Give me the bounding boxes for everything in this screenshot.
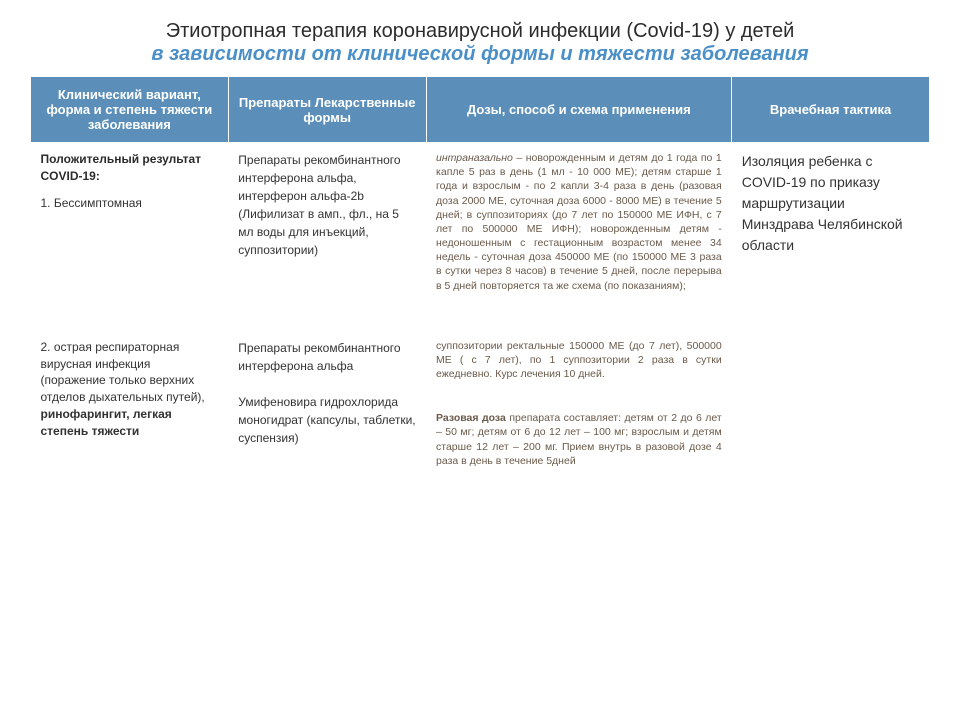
table-row: 2. острая респираторная вирусная инфекци… [31, 319, 930, 494]
cell-variant-2: 2. острая респираторная вирусная инфекци… [31, 319, 229, 494]
therapy-table: Клинический вариант, форма и степень тяж… [30, 76, 930, 494]
variant-header: Положительный результат COVID-19: [41, 151, 219, 185]
cell-tactics-2 [732, 319, 930, 494]
dose-text-1: интраназально – новорожденным и детям до… [436, 151, 722, 293]
dose-body: – новорожденным и детям до 1 года по 1 к… [436, 152, 722, 292]
dose-2a: суппозитории ректальные 150000 МЕ (до 7 … [436, 339, 722, 382]
title-line-2: в зависимости от клинической формы и тяж… [30, 43, 930, 66]
header-drugs: Препараты Лекарственные формы [228, 77, 426, 143]
drugs-2a: Препараты рекомбинантного интерферона ал… [238, 339, 416, 375]
header-dose: Дозы, способ и схема применения [426, 77, 732, 143]
variant-item-1: 1. Бессимптомная [41, 195, 219, 212]
cell-drugs-1: Препараты рекомбинантного интерферона ал… [228, 143, 426, 319]
title-line-1: Этиотропная терапия коронавирусной инфек… [30, 20, 930, 43]
title-pre: Этиотропная терапия коронавирусной инфек… [166, 20, 633, 42]
header-tactics: Врачебная тактика [732, 77, 930, 143]
title-post: ) у детей [713, 20, 794, 42]
cell-tactics-1: Изоляция ребенка с COVID-19 по приказу м… [732, 143, 930, 319]
title-highlight: Covid-19 [633, 20, 713, 42]
cell-dose-2: суппозитории ректальные 150000 МЕ (до 7 … [426, 319, 732, 494]
cell-drugs-2: Препараты рекомбинантного интерферона ал… [228, 319, 426, 494]
table-header-row: Клинический вариант, форма и степень тяж… [31, 77, 930, 143]
variant-2-pre: 2. острая респираторная вирусная инфекци… [41, 340, 205, 404]
dose-2b-prefix: Разовая доза [436, 412, 506, 424]
page-title: Этиотропная терапия коронавирусной инфек… [30, 20, 930, 66]
variant-2-bold: ринофарингит, легкая степень тяжести [41, 407, 172, 438]
header-variant: Клинический вариант, форма и степень тяж… [31, 77, 229, 143]
dose-prefix: интраназально [436, 152, 513, 164]
cell-variant-1: Положительный результат COVID-19: 1. Бес… [31, 143, 229, 319]
drugs-2b: Умифеновира гидрохлорида моногидрат (кап… [238, 393, 416, 447]
cell-dose-1: интраназально – новорожденным и детям до… [426, 143, 732, 319]
dose-2b: Разовая доза препарата составляет: детям… [436, 411, 722, 468]
table-row: Положительный результат COVID-19: 1. Бес… [31, 143, 930, 319]
